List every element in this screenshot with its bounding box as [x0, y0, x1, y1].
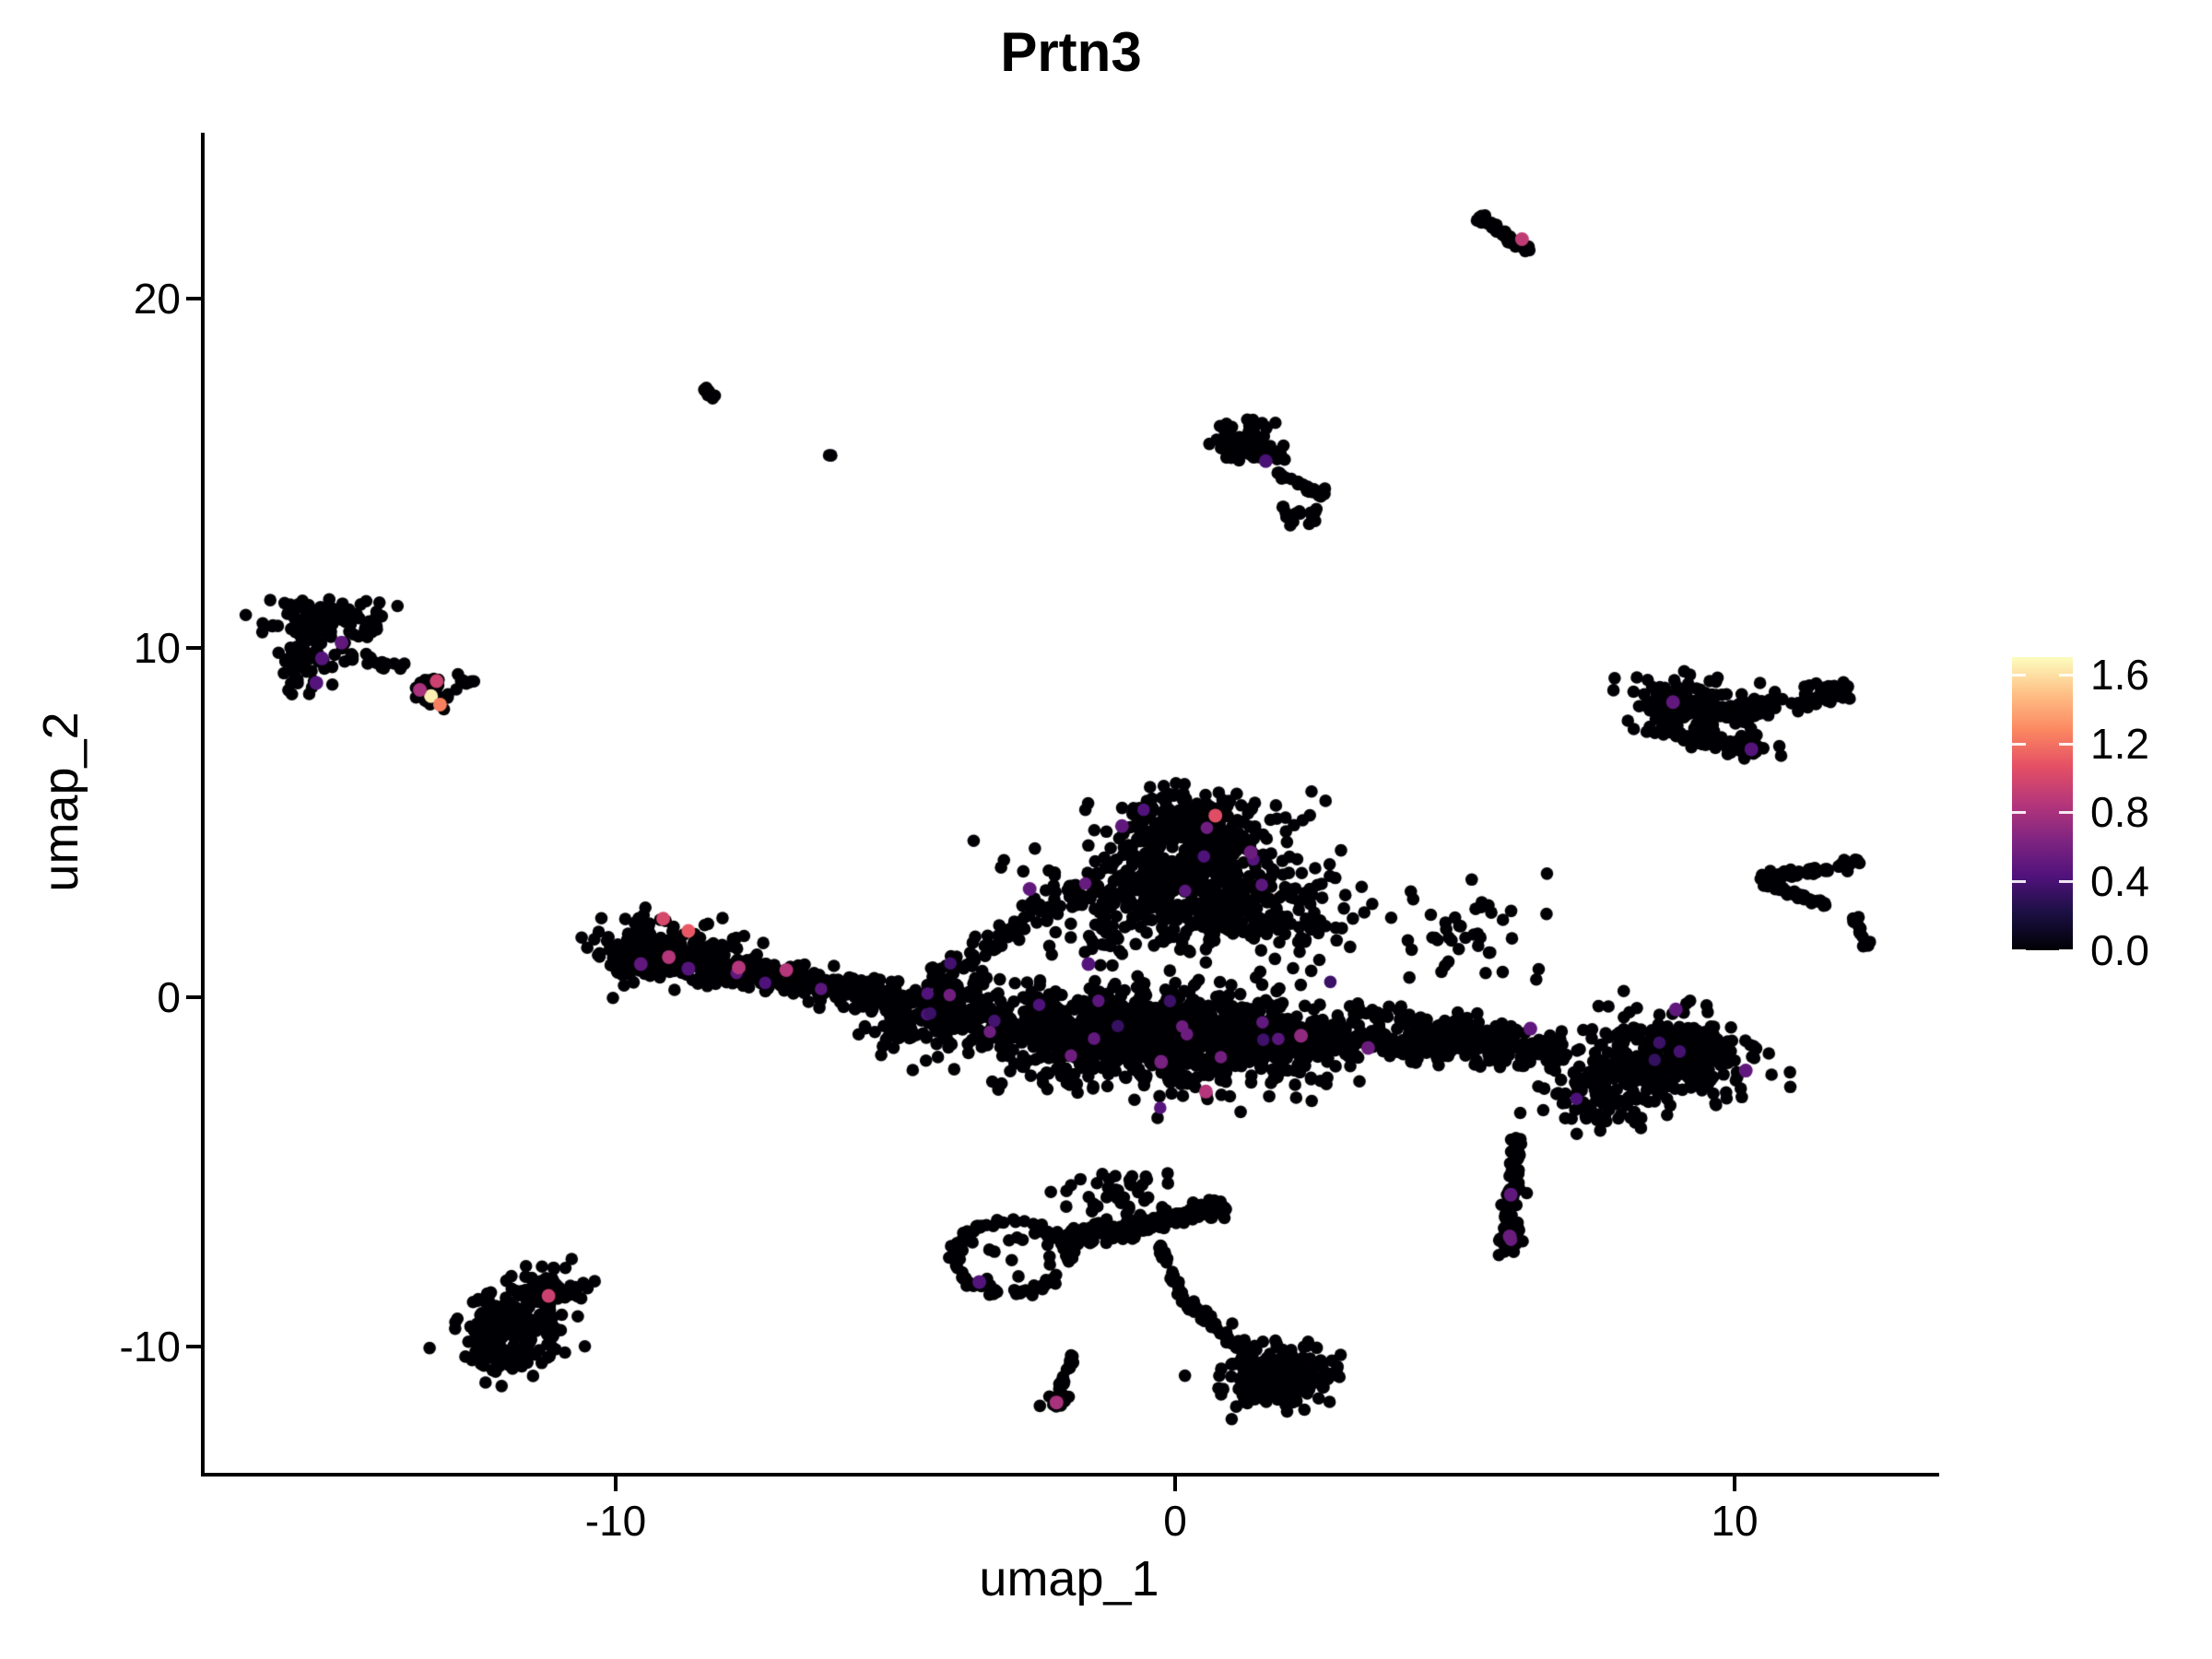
legend-tick-label: 1.2 — [2090, 719, 2149, 768]
x-tick-mark — [1733, 1477, 1736, 1491]
legend-tick-mark — [2059, 673, 2073, 677]
x-tick-mark — [614, 1477, 618, 1491]
x-axis-title: umap_1 — [979, 1551, 1159, 1606]
y-tick-label: 0 — [157, 973, 181, 1021]
legend-tick-label: 1.6 — [2090, 650, 2149, 699]
y-tick-mark — [186, 297, 201, 300]
legend-tick-mark — [2012, 880, 2026, 884]
legend-tick-mark — [2012, 949, 2026, 952]
x-tick-label: -10 — [584, 1497, 647, 1545]
legend-tick-mark — [2012, 742, 2026, 746]
legend-tick-label: 0.4 — [2090, 857, 2149, 906]
legend-tick-mark — [2059, 742, 2073, 746]
legend-tick-mark — [2012, 811, 2026, 815]
legend-colorbar — [2012, 657, 2073, 950]
plot-title: Prtn3 — [1000, 21, 1142, 83]
y-tick-mark — [186, 1345, 201, 1348]
x-axis-line — [201, 1473, 1939, 1477]
legend-tick-mark — [2059, 949, 2073, 952]
y-axis-line — [201, 133, 205, 1477]
legend-tick-mark — [2059, 811, 2073, 815]
legend-tick-label: 0.0 — [2090, 926, 2149, 974]
y-tick-label: 10 — [133, 624, 181, 672]
x-tick-mark — [1173, 1477, 1177, 1491]
legend-tick-mark — [2012, 673, 2026, 677]
x-tick-label: 10 — [1711, 1497, 1759, 1545]
y-tick-mark — [186, 646, 201, 650]
y-axis-title: umap_2 — [33, 712, 88, 892]
y-tick-label: 20 — [133, 275, 181, 323]
y-tick-label: -10 — [119, 1323, 181, 1371]
y-tick-mark — [186, 995, 201, 999]
legend-tick-mark — [2059, 880, 2073, 884]
legend-tick-label: 0.8 — [2090, 788, 2149, 837]
x-tick-label: 0 — [1163, 1497, 1187, 1545]
